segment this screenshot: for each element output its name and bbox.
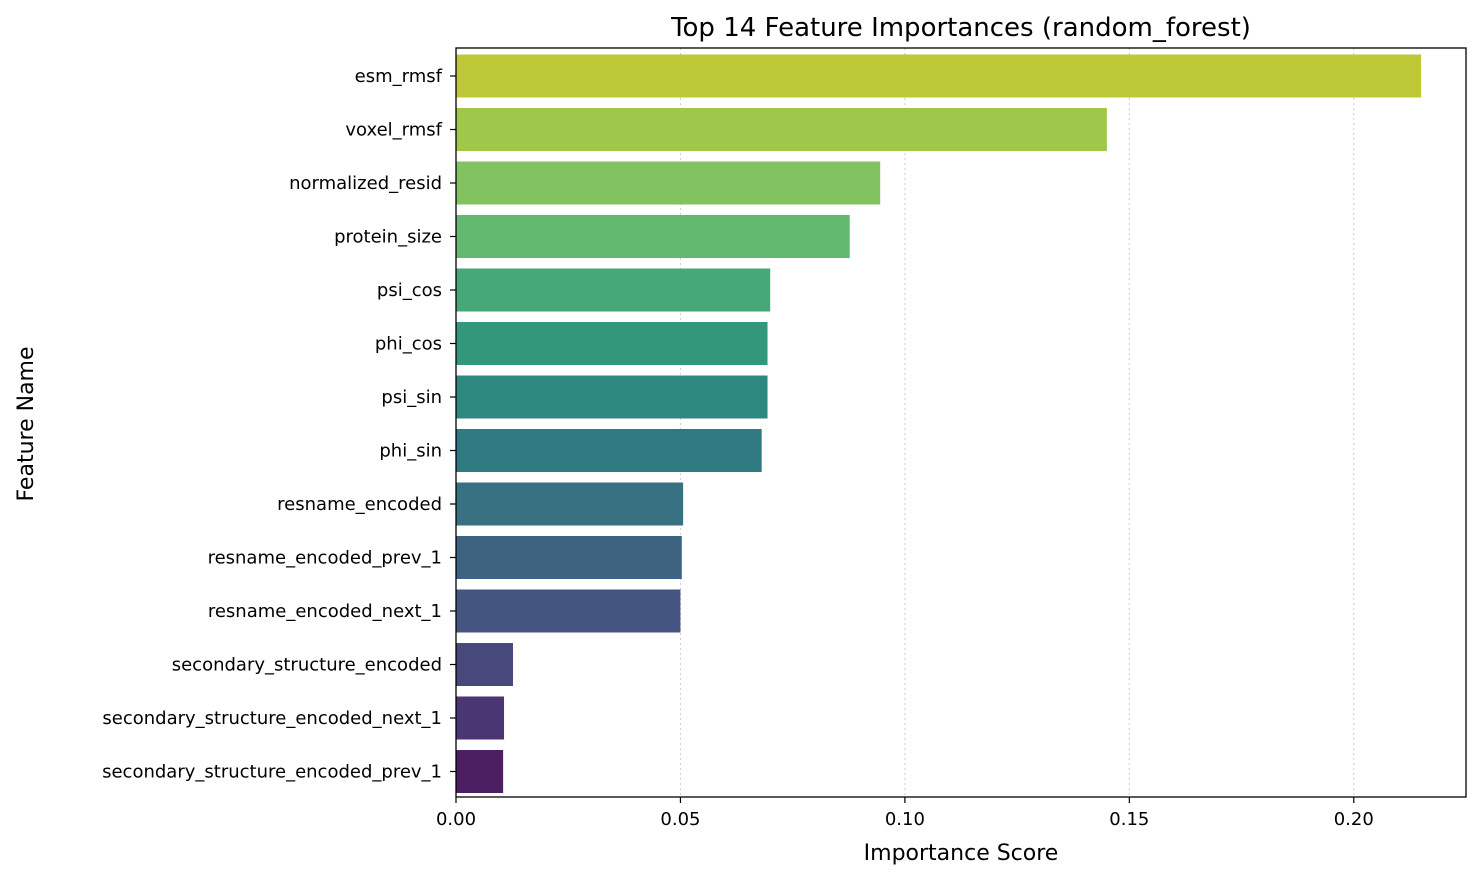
y-tick-label: secondary_structure_encoded_next_1	[102, 708, 442, 729]
grid-lines	[679, 48, 1355, 797]
y-tick-label: resname_encoded_next_1	[208, 601, 442, 622]
x-tick-label: 0.00	[436, 809, 476, 830]
bar-secondary-structure-encoded-prev-1	[456, 750, 504, 793]
bar-protein-size	[456, 215, 850, 258]
y-tick-label: phi_cos	[375, 334, 442, 355]
x-axis-ticks: 0.00 0.05 0.10 0.15 0.20	[436, 797, 1374, 830]
y-tick-label: resname_encoded	[277, 494, 442, 515]
y-tick-label: psi_cos	[377, 280, 442, 301]
bar-resname-encoded-prev-1	[456, 536, 682, 579]
y-tick-label: protein_size	[334, 227, 442, 248]
bars	[456, 54, 1422, 793]
y-tick-label: normalized_resid	[289, 173, 442, 194]
plot-frame	[455, 47, 1467, 798]
bar-resname-encoded	[456, 482, 684, 526]
bar-psi-sin	[456, 375, 768, 419]
y-axis-label: Feature Name	[14, 346, 39, 501]
bar-normalized-resid	[456, 161, 881, 205]
bar-voxel-rmsf	[456, 108, 1107, 151]
y-tick-label: resname_encoded_prev_1	[208, 548, 442, 569]
y-tick-label: voxel_rmsf	[345, 120, 442, 141]
y-tick-label: secondary_structure_encoded	[172, 655, 442, 676]
bar-resname-encoded-next-1	[456, 589, 681, 633]
y-tick-label: phi_sin	[379, 441, 442, 462]
x-tick-label: 0.05	[660, 809, 700, 830]
bar-phi-cos	[456, 322, 768, 365]
y-tick-label: esm_rmsf	[355, 66, 443, 87]
bar-esm-rmsf	[456, 54, 1422, 98]
x-axis-label: Importance Score	[864, 841, 1059, 866]
x-tick-label: 0.15	[1109, 809, 1149, 830]
y-tick-label: secondary_structure_encoded_prev_1	[102, 762, 442, 783]
bar-secondary-structure-encoded-next-1	[456, 696, 505, 740]
bar-secondary-structure-encoded	[456, 643, 514, 686]
y-tick-label: psi_sin	[381, 387, 442, 408]
y-axis-ticks: esm_rmsf voxel_rmsf normalized_residprotei…	[102, 66, 456, 783]
bar-psi-cos	[456, 268, 771, 312]
x-tick-label: 0.10	[885, 809, 925, 830]
x-tick-label: 0.20	[1334, 809, 1374, 830]
chart-title: Top 14 Feature Importances (random_fores…	[670, 13, 1251, 43]
bar-phi-sin	[456, 429, 762, 472]
